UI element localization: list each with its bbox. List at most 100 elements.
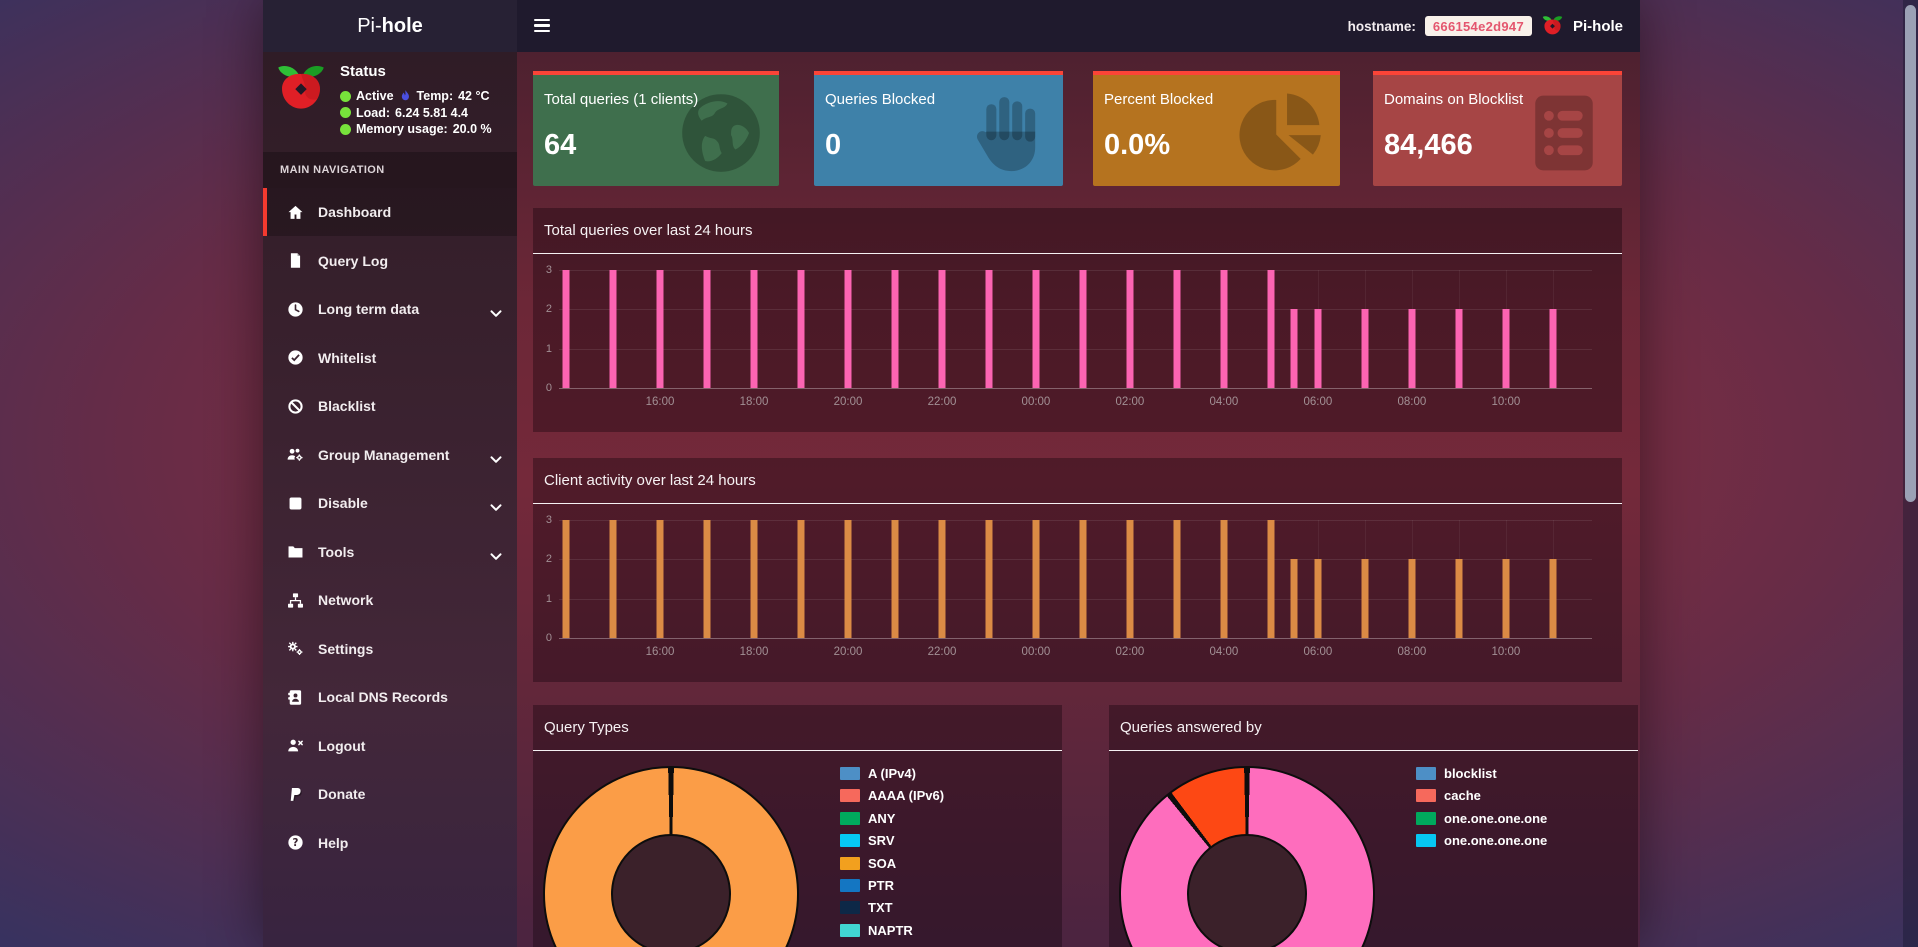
bar	[1267, 520, 1275, 638]
legend-item[interactable]: TXT	[840, 900, 893, 915]
bar	[985, 270, 993, 388]
sidebar-section-header: MAIN NAVIGATION	[263, 152, 517, 188]
sidebar-item-donate[interactable]: Donate	[263, 770, 517, 818]
folder-icon	[287, 543, 309, 561]
svg-text:?: ?	[293, 838, 299, 849]
legend-item[interactable]: SOA	[840, 856, 896, 871]
donut-chart[interactable]	[1119, 766, 1375, 947]
pihole-logo	[274, 61, 328, 124]
legend-item[interactable]: cache	[1416, 788, 1481, 803]
sidebar-item-logout[interactable]: Logout	[263, 722, 517, 770]
bar	[656, 270, 664, 388]
paypal-icon	[287, 785, 309, 803]
sidebar-item-settings[interactable]: Settings	[263, 625, 517, 673]
x-axis-tick-label: 00:00	[1021, 396, 1051, 408]
panel-client-activity: Client activity over last 24 hours 0 1 2 3 1…	[533, 458, 1622, 682]
sidebar-item-blacklist[interactable]: Blacklist	[263, 382, 517, 430]
bar	[985, 520, 993, 638]
bar	[1549, 559, 1557, 638]
y-axis-tick-label: 2	[545, 303, 552, 316]
card-title: Percent Blocked	[1104, 91, 1214, 108]
sidebar-item-local-dns-records[interactable]: Local DNS Records	[263, 673, 517, 721]
brand-suffix: hole	[381, 15, 423, 37]
stop-icon	[287, 494, 309, 512]
clients-over-time-chart[interactable]: 0 1 2 3 16:00 18:00 20:00 22:00 00:00 02:00 04:00 0…	[533, 504, 1622, 682]
sidebar-item-query-log[interactable]: Query Log	[263, 237, 517, 285]
chevron-down-icon	[490, 305, 502, 321]
sidebar-toggle-button[interactable]	[534, 19, 550, 35]
queries-over-time-chart[interactable]: 0 1 2 3 16:00 18:00 20:00 22:00 00:00 02:00 04:00 0…	[533, 254, 1622, 432]
brand-link[interactable]: Pi-hole	[263, 0, 517, 52]
sidebar-item-label: Whitelist	[318, 349, 377, 366]
sidebar-item-network[interactable]: Network	[263, 576, 517, 624]
x-axis-tick-label: 08:00	[1397, 646, 1427, 658]
temp-value: 42 °C	[458, 89, 490, 103]
legend-item[interactable]: NAPTR	[840, 923, 913, 938]
bar	[562, 270, 570, 388]
status-active-label: Active	[356, 89, 394, 103]
legend-item[interactable]: one.one.one.one	[1416, 811, 1547, 826]
x-axis-tick-label: 02:00	[1115, 646, 1145, 658]
bar	[891, 520, 899, 638]
status-heading: Status	[340, 63, 386, 80]
network-icon	[287, 591, 309, 609]
bar	[1502, 559, 1510, 638]
stat-card-queries-blocked: Queries Blocked 0	[814, 71, 1063, 186]
bar	[1314, 559, 1322, 638]
bar	[1173, 270, 1181, 388]
x-axis-tick-label: 22:00	[927, 646, 957, 658]
sidebar-item-dashboard[interactable]: Dashboard	[263, 188, 517, 236]
scrollbar-thumb[interactable]	[1905, 5, 1916, 502]
card-title: Queries Blocked	[825, 91, 936, 108]
legend-color-swatch	[840, 789, 860, 803]
bar	[1032, 270, 1040, 388]
legend-label: SRV	[868, 833, 895, 849]
legend-item[interactable]: SRV	[840, 833, 895, 848]
sidebar-item-help[interactable]: ? Help	[263, 819, 517, 867]
sidebar-item-disable[interactable]: Disable	[263, 479, 517, 527]
legend-item[interactable]: blocklist	[1416, 766, 1497, 781]
x-axis-tick-label: 10:00	[1491, 646, 1521, 658]
status-ok-dot	[340, 107, 351, 118]
bar	[1126, 520, 1134, 638]
legend-item[interactable]: AAAA (IPv6)	[840, 788, 944, 803]
gears-icon	[287, 640, 309, 658]
sidebar-item-long-term-data[interactable]: Long term data	[263, 285, 517, 333]
stat-card-total-queries-1-clients-: Total queries (1 clients) 64	[533, 71, 779, 186]
x-axis-tick-label: 16:00	[645, 646, 675, 658]
memory-value: 20.0 %	[452, 122, 492, 136]
y-axis-tick-label: 0	[545, 632, 552, 644]
y-axis-tick-label: 1	[545, 592, 552, 605]
sidebar-item-label: Query Log	[318, 252, 389, 269]
queries-answered-chart[interactable]: blocklist cache one.one.one.one one.one.one…	[1109, 751, 1638, 947]
legend-color-swatch	[1416, 789, 1436, 803]
bar	[1220, 520, 1228, 638]
legend-item[interactable]: one.one.one.one	[1416, 833, 1547, 848]
legend-color-swatch	[840, 767, 860, 780]
bar	[844, 270, 852, 388]
legend-item[interactable]: ANY	[840, 811, 895, 826]
list-icon	[1518, 87, 1610, 184]
sidebar-item-tools[interactable]: Tools	[263, 528, 517, 576]
browser-scrollbar[interactable]	[1903, 0, 1918, 947]
navbar-app-title[interactable]: Pi-hole	[1572, 17, 1623, 35]
legend-item[interactable]: A (IPv4)	[840, 766, 916, 781]
sidebar-item-whitelist[interactable]: Whitelist	[263, 334, 517, 382]
donut-chart[interactable]	[543, 766, 799, 947]
bar	[609, 270, 617, 388]
sidebar-item-label: Settings	[318, 640, 374, 657]
x-axis-tick-label: 06:00	[1303, 646, 1333, 658]
panel-title: Query Types	[533, 705, 1062, 751]
legend-item[interactable]: PTR	[840, 878, 894, 893]
temperature-icon	[399, 89, 412, 103]
gridline	[559, 348, 1592, 350]
sidebar-item-label: Logout	[318, 737, 366, 754]
bar	[656, 520, 664, 638]
sidebar-item-group-management[interactable]: Group Management	[263, 431, 517, 479]
card-title: Domains on Blocklist	[1384, 91, 1524, 108]
bar	[1032, 520, 1040, 638]
stat-card-percent-blocked: Percent Blocked 0.0%	[1093, 71, 1340, 186]
query-types-chart[interactable]: A (IPv4) AAAA (IPv6) ANY SRV SOA PTR TXT NAPTR	[533, 751, 1062, 947]
bar	[1220, 270, 1228, 388]
